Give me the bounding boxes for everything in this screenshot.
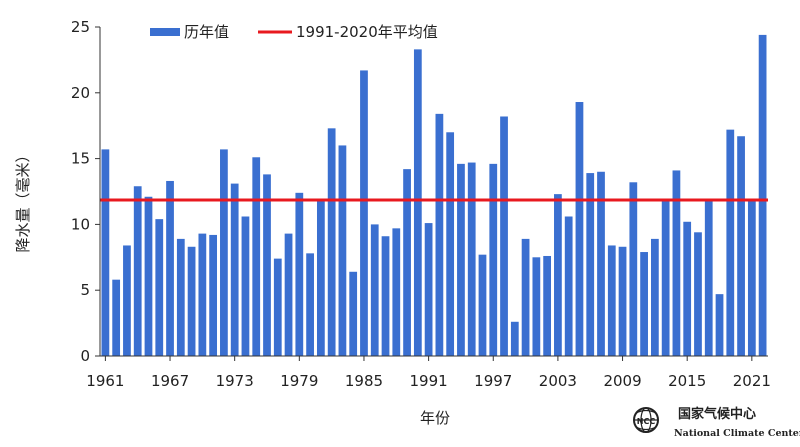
bar-1978: [284, 233, 293, 356]
y-tick-label: 15: [71, 150, 90, 168]
globe-icon: NCC: [633, 407, 659, 433]
bar-1979: [295, 192, 304, 356]
bar-1996: [478, 254, 487, 356]
bar-1965: [144, 196, 153, 356]
bar-2007: [597, 171, 605, 356]
y-tick-label: 25: [71, 18, 90, 36]
bar-1991: [424, 223, 433, 356]
bar-1963: [123, 245, 131, 356]
bar-1968: [176, 238, 185, 356]
x-tick-label: 1985: [345, 372, 383, 390]
bar-2015: [683, 221, 692, 356]
x-tick-label: 1979: [280, 372, 318, 390]
bar-1994: [457, 163, 465, 356]
logo-en-text: National Climate Center: [674, 428, 800, 439]
bar-1980: [306, 253, 314, 356]
bar-series: [101, 34, 767, 357]
bar-1977: [273, 258, 282, 356]
bar-2004: [564, 216, 573, 356]
x-tick-label: 1967: [151, 372, 189, 390]
bar-1972: [220, 149, 228, 356]
x-tick-label: 1997: [474, 372, 512, 390]
bar-1966: [155, 219, 164, 356]
bar-2003: [554, 194, 562, 356]
bar-2010: [629, 182, 638, 356]
bar-2020: [737, 136, 745, 356]
bar-1971: [209, 234, 218, 356]
bar-2011: [640, 252, 648, 356]
legend-bar-swatch: [150, 28, 180, 36]
bar-1985: [360, 70, 368, 357]
bar-2018: [715, 294, 724, 356]
bar-1988: [392, 228, 401, 356]
bar-2000: [521, 238, 530, 356]
x-tick-label: 2021: [733, 372, 771, 390]
bar-1989: [403, 169, 411, 356]
bar-1964: [133, 186, 142, 356]
bar-2021: [747, 200, 756, 356]
bar-2001: [532, 257, 541, 356]
x-tick-label: 1991: [410, 372, 448, 390]
bar-1970: [198, 233, 207, 356]
legend: 历年值 1991-2020年平均值: [150, 23, 438, 41]
bar-1995: [467, 162, 476, 356]
x-tick-label: 1973: [216, 372, 254, 390]
legend-ref-label: 1991-2020年平均值: [296, 23, 438, 41]
bar-1962: [112, 279, 121, 356]
y-tick-label: 5: [80, 281, 90, 299]
bar-2016: [694, 232, 702, 356]
bar-1984: [349, 271, 358, 356]
x-axis-title: 年份: [420, 409, 450, 427]
logo-cn-text: 国家气候中心: [678, 406, 756, 422]
bar-2002: [543, 255, 552, 356]
bar-2008: [607, 245, 616, 356]
y-tick-label: 10: [71, 215, 90, 233]
bar-1983: [338, 145, 347, 356]
bar-1974: [241, 216, 250, 356]
bar-2014: [672, 170, 681, 356]
y-axis-title: 降水量（毫米）: [14, 147, 32, 252]
bar-2022: [758, 34, 767, 357]
bar-1986: [370, 224, 379, 356]
x-tick-label: 1961: [86, 372, 124, 390]
bar-1987: [381, 236, 390, 356]
bar-1981: [316, 200, 325, 356]
x-tick-label: 2009: [603, 372, 641, 390]
bar-1975: [252, 157, 261, 356]
bar-1997: [489, 163, 498, 356]
bar-1999: [510, 321, 519, 356]
bar-1993: [446, 132, 455, 356]
y-tick-label: 0: [80, 347, 90, 365]
legend-bar-label: 历年值: [184, 23, 229, 41]
bar-2006: [586, 173, 595, 356]
bar-1998: [500, 116, 508, 357]
tick-labels: 0 5 10 15 20 25 1961 1967 1973 1979 1985 1991 1997 20…: [71, 18, 771, 390]
bar-1973: [230, 183, 239, 356]
bar-1969: [187, 246, 196, 356]
bar-1961: [101, 149, 110, 356]
y-tick-label: 20: [71, 84, 90, 102]
bar-2005: [575, 102, 584, 356]
svg-text:NCC: NCC: [637, 417, 656, 426]
bar-1967: [166, 180, 174, 356]
bar-2017: [704, 200, 713, 356]
bar-1990: [413, 49, 422, 357]
bar-2009: [618, 246, 627, 356]
bar-2013: [661, 200, 670, 356]
axes: [95, 26, 768, 361]
bar-1992: [435, 113, 444, 356]
x-tick-label: 2003: [539, 372, 577, 390]
x-tick-label: 2015: [668, 372, 706, 390]
ncc-logo: NCC 国家气候中心 National Climate Center: [633, 406, 800, 439]
bar-1976: [263, 174, 271, 356]
bar-2019: [726, 129, 735, 356]
bar-2012: [650, 238, 659, 356]
bar-1982: [327, 128, 336, 356]
